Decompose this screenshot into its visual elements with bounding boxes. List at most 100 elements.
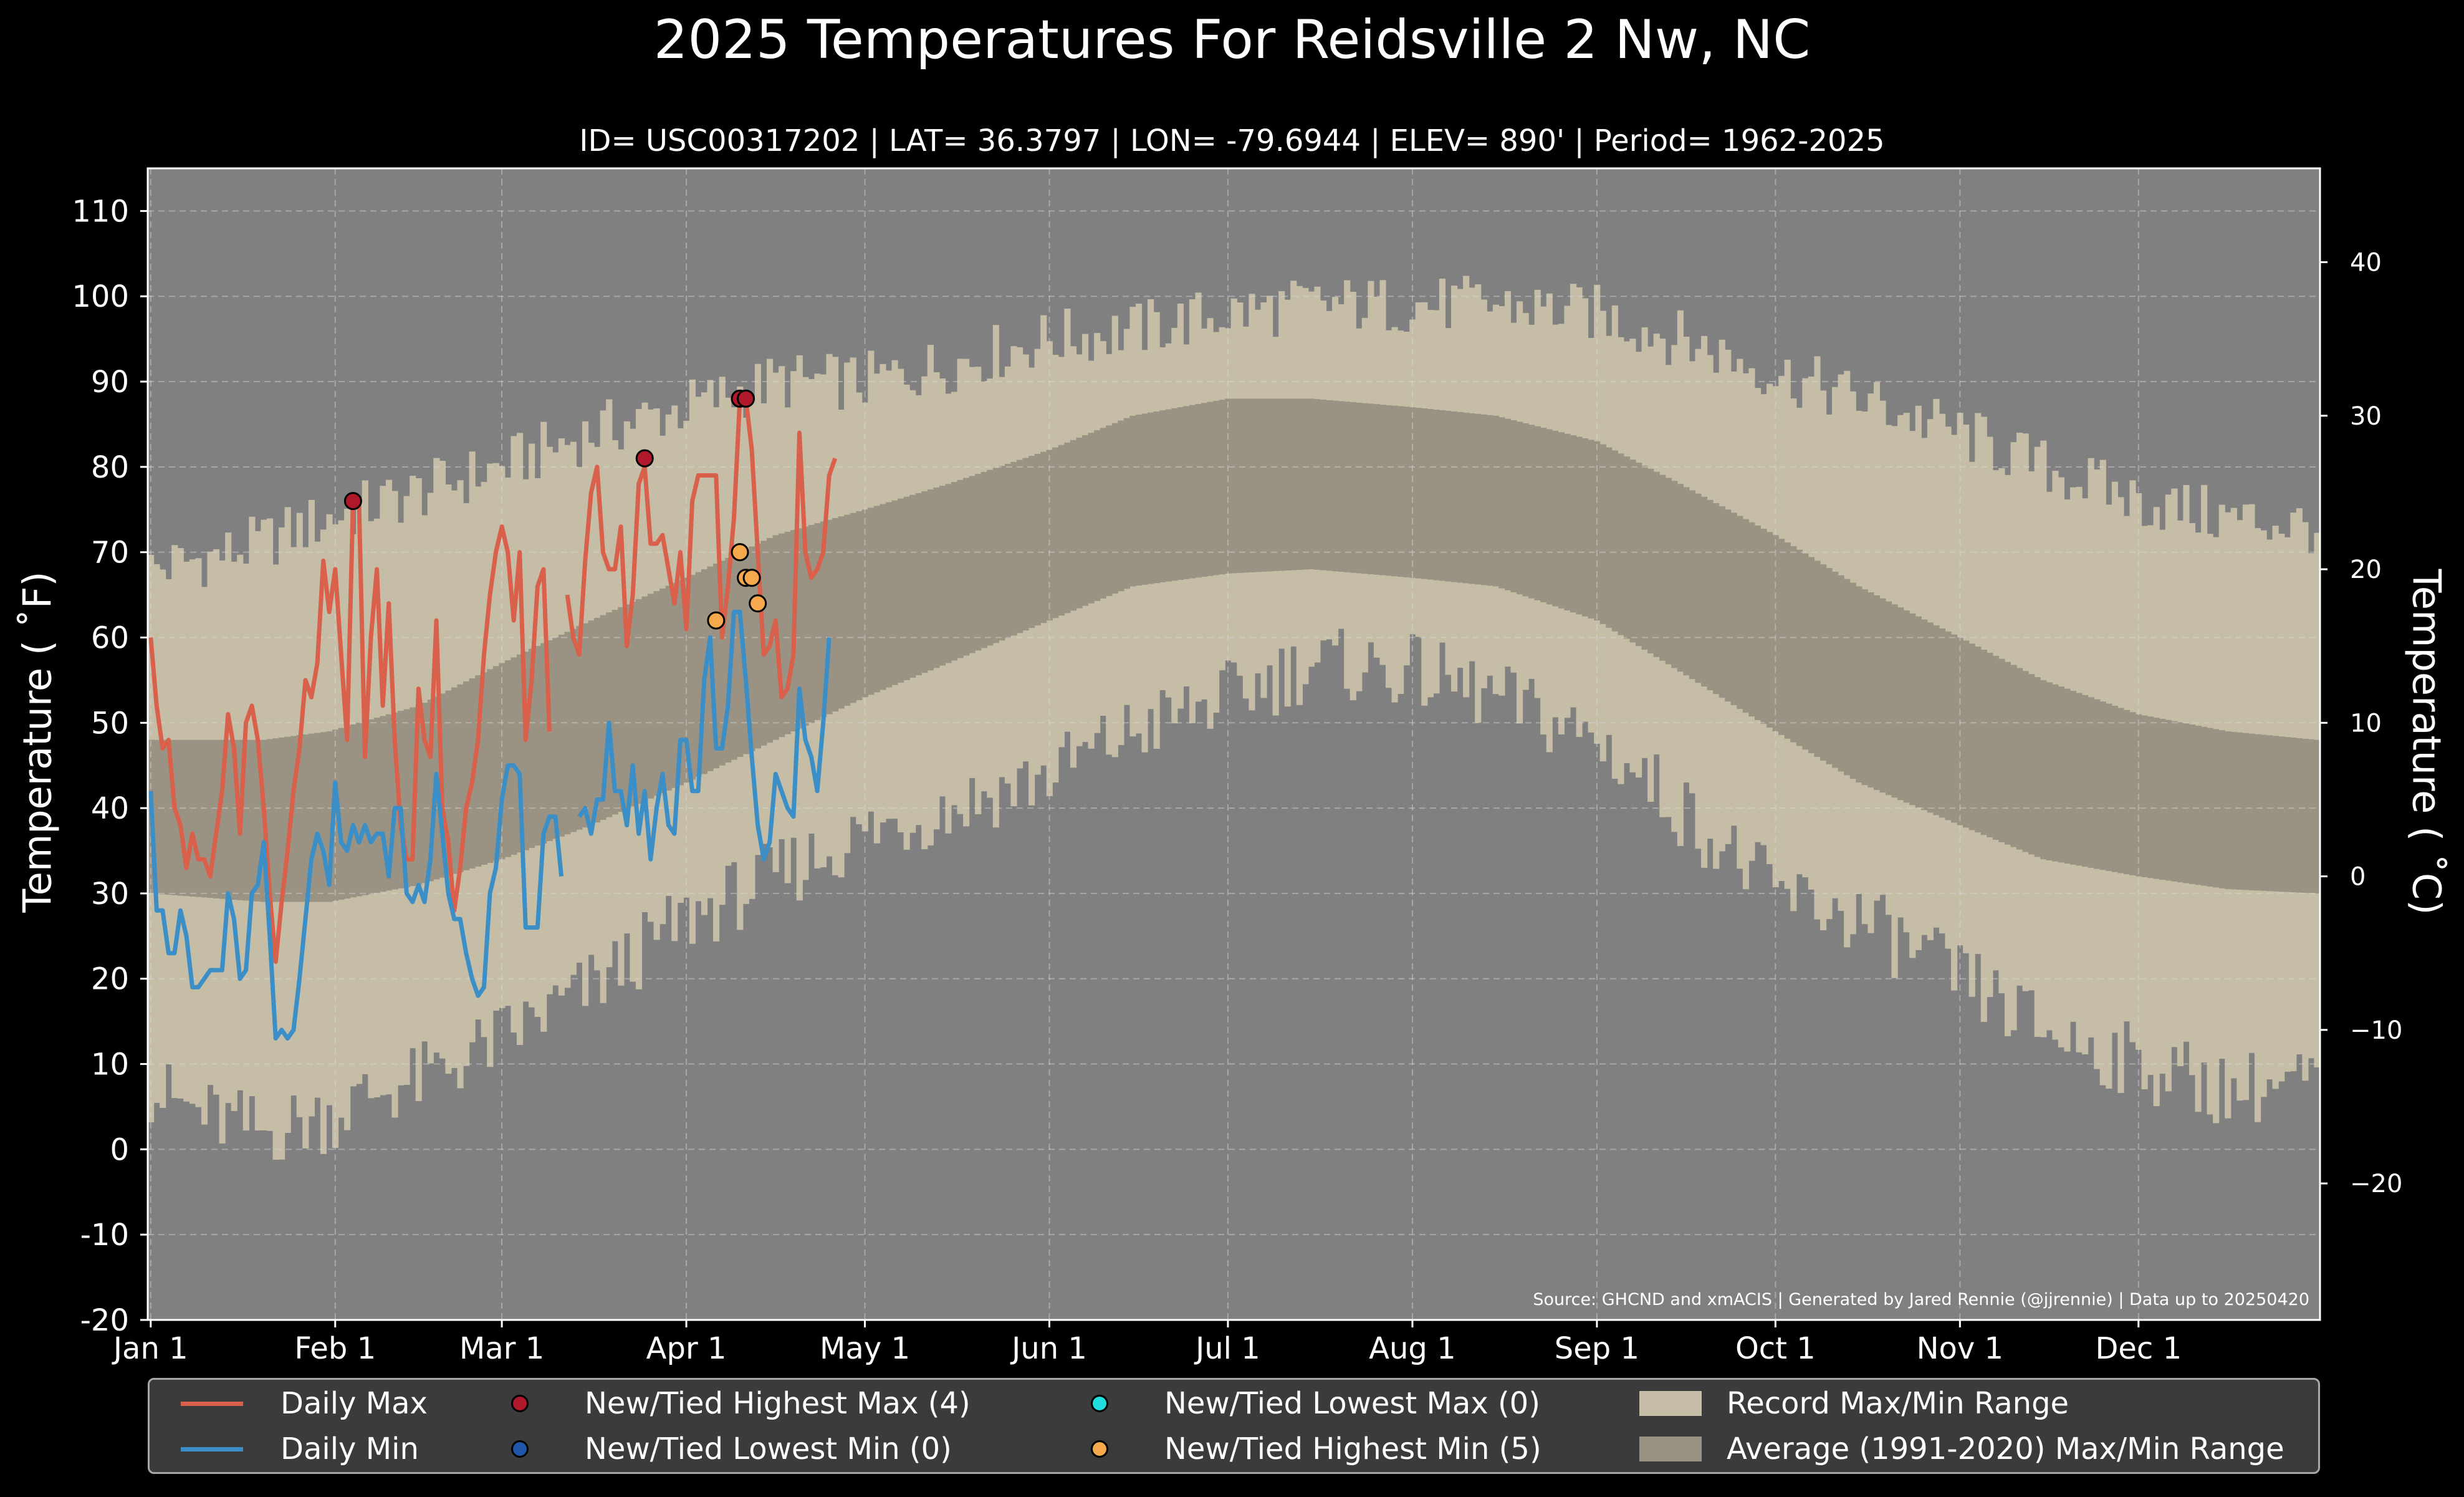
average-range-bar xyxy=(611,610,618,815)
average-range-bar xyxy=(1528,425,1535,599)
y-tick-label-right: −20 xyxy=(2350,1170,2402,1198)
highest-max-marker xyxy=(635,449,654,468)
average-range-bar xyxy=(1469,413,1475,584)
average-range-bar xyxy=(546,640,553,842)
average-range-bar xyxy=(2117,708,2124,874)
average-range-bar xyxy=(2028,674,2035,855)
average-range-bar xyxy=(2260,734,2267,891)
average-range-bar xyxy=(1861,589,1868,786)
average-range-bar xyxy=(2123,710,2131,875)
average-range-bar xyxy=(856,511,863,700)
average-range-bar xyxy=(808,524,815,723)
highest-min-marker-icon xyxy=(1091,1440,1108,1458)
average-range-bar xyxy=(1290,398,1297,570)
average-range-bar xyxy=(326,731,333,902)
average-range-bar xyxy=(511,657,517,855)
average-range-bar xyxy=(1707,499,1714,691)
average-range-bar xyxy=(1439,410,1446,581)
average-range-bar xyxy=(457,684,464,872)
average-range-bar xyxy=(1957,637,1963,826)
average-range-bar xyxy=(713,563,720,769)
legend-label: Daily Max xyxy=(280,1386,428,1421)
average-range-bar xyxy=(362,721,368,895)
legend-item-lowest-min: New/Tied Lowest Min (0) xyxy=(511,1432,952,1466)
average-range-bar xyxy=(171,739,178,895)
average-range-bar xyxy=(266,739,274,902)
average-range-bar xyxy=(1968,643,1975,830)
average-range-bar xyxy=(600,615,606,820)
average-range-bar xyxy=(249,739,256,902)
legend-item-lowest-max: New/Tied Lowest Max (0) xyxy=(1091,1386,1540,1421)
average-range-bar xyxy=(1546,429,1553,605)
average-range-bar xyxy=(302,734,309,902)
average-range-bar xyxy=(2010,665,2017,847)
average-range-bar xyxy=(1207,402,1214,576)
average-range-bar xyxy=(885,502,893,688)
average-range-bar xyxy=(1022,458,1029,631)
average-range-bar xyxy=(1475,413,1482,585)
average-range-bar xyxy=(1409,407,1416,578)
average-range-bar xyxy=(2290,738,2297,893)
average-range-bar xyxy=(1540,428,1547,603)
average-range-swatch xyxy=(1639,1437,1702,1461)
average-range-bar xyxy=(1463,412,1470,584)
average-range-bar xyxy=(1671,481,1678,668)
average-range-bar xyxy=(2111,705,2118,872)
average-range-bar xyxy=(2058,686,2065,863)
x-tick-label: Jul 1 xyxy=(1194,1331,1260,1366)
chart-title: 2025 Temperatures For Reidsville 2 Nw, N… xyxy=(653,9,1811,71)
average-range-bar xyxy=(737,552,744,758)
average-range-bar xyxy=(915,493,922,676)
average-range-bar xyxy=(695,572,702,777)
average-range-bar xyxy=(1237,398,1244,573)
average-range-bar xyxy=(1391,405,1398,577)
average-range-bar xyxy=(1111,423,1118,594)
average-range-bar xyxy=(689,575,696,780)
y-tick-label-left: 100 xyxy=(72,279,129,314)
average-range-bar xyxy=(814,523,821,720)
average-range-bar xyxy=(1570,435,1577,613)
average-range-bar xyxy=(1558,432,1565,609)
average-range-bar xyxy=(969,476,976,653)
average-range-bar xyxy=(618,607,625,812)
average-range-bar xyxy=(1873,595,1881,791)
average-range-bar xyxy=(1588,440,1594,619)
average-range-bar xyxy=(606,612,613,817)
average-range-bar xyxy=(242,739,249,901)
y-tick-label-left: 80 xyxy=(91,450,129,485)
average-range-bar xyxy=(231,739,237,900)
average-range-bar xyxy=(1230,398,1237,574)
average-range-bar xyxy=(1302,398,1309,570)
average-range-bar xyxy=(1028,456,1035,628)
average-range-bar xyxy=(1088,433,1095,604)
average-range-bar xyxy=(1123,418,1131,589)
average-range-bar xyxy=(1457,412,1464,583)
average-range-bar xyxy=(1445,410,1452,582)
average-range-bar xyxy=(1814,561,1821,758)
average-range-bar xyxy=(183,739,190,897)
average-range-bar xyxy=(1767,532,1773,728)
average-range-bar xyxy=(570,628,577,832)
average-range-bar xyxy=(279,737,285,902)
y-tick-label-left: -20 xyxy=(80,1303,129,1338)
average-range-bar xyxy=(552,637,559,839)
average-range-bar xyxy=(1421,408,1428,579)
average-range-bar xyxy=(2069,690,2077,865)
average-range-bar xyxy=(2064,688,2071,864)
average-range-bar xyxy=(1701,496,1708,687)
average-range-bar xyxy=(838,516,845,709)
average-range-bar xyxy=(1320,400,1327,570)
average-range-bar xyxy=(1267,398,1273,572)
average-range-bar xyxy=(2236,732,2243,890)
average-range-bar xyxy=(1368,403,1374,575)
average-range-bar xyxy=(2076,693,2083,866)
average-range-bar xyxy=(921,491,928,673)
average-range-bar xyxy=(2213,729,2220,888)
highest-max-marker xyxy=(737,389,755,408)
y-axis-label-right: Temperature ( ˚C) xyxy=(2404,569,2450,915)
average-range-bar xyxy=(1796,549,1803,746)
average-range-bar xyxy=(2230,731,2237,890)
average-range-bar xyxy=(1254,398,1262,572)
average-range-bar xyxy=(1296,398,1303,570)
